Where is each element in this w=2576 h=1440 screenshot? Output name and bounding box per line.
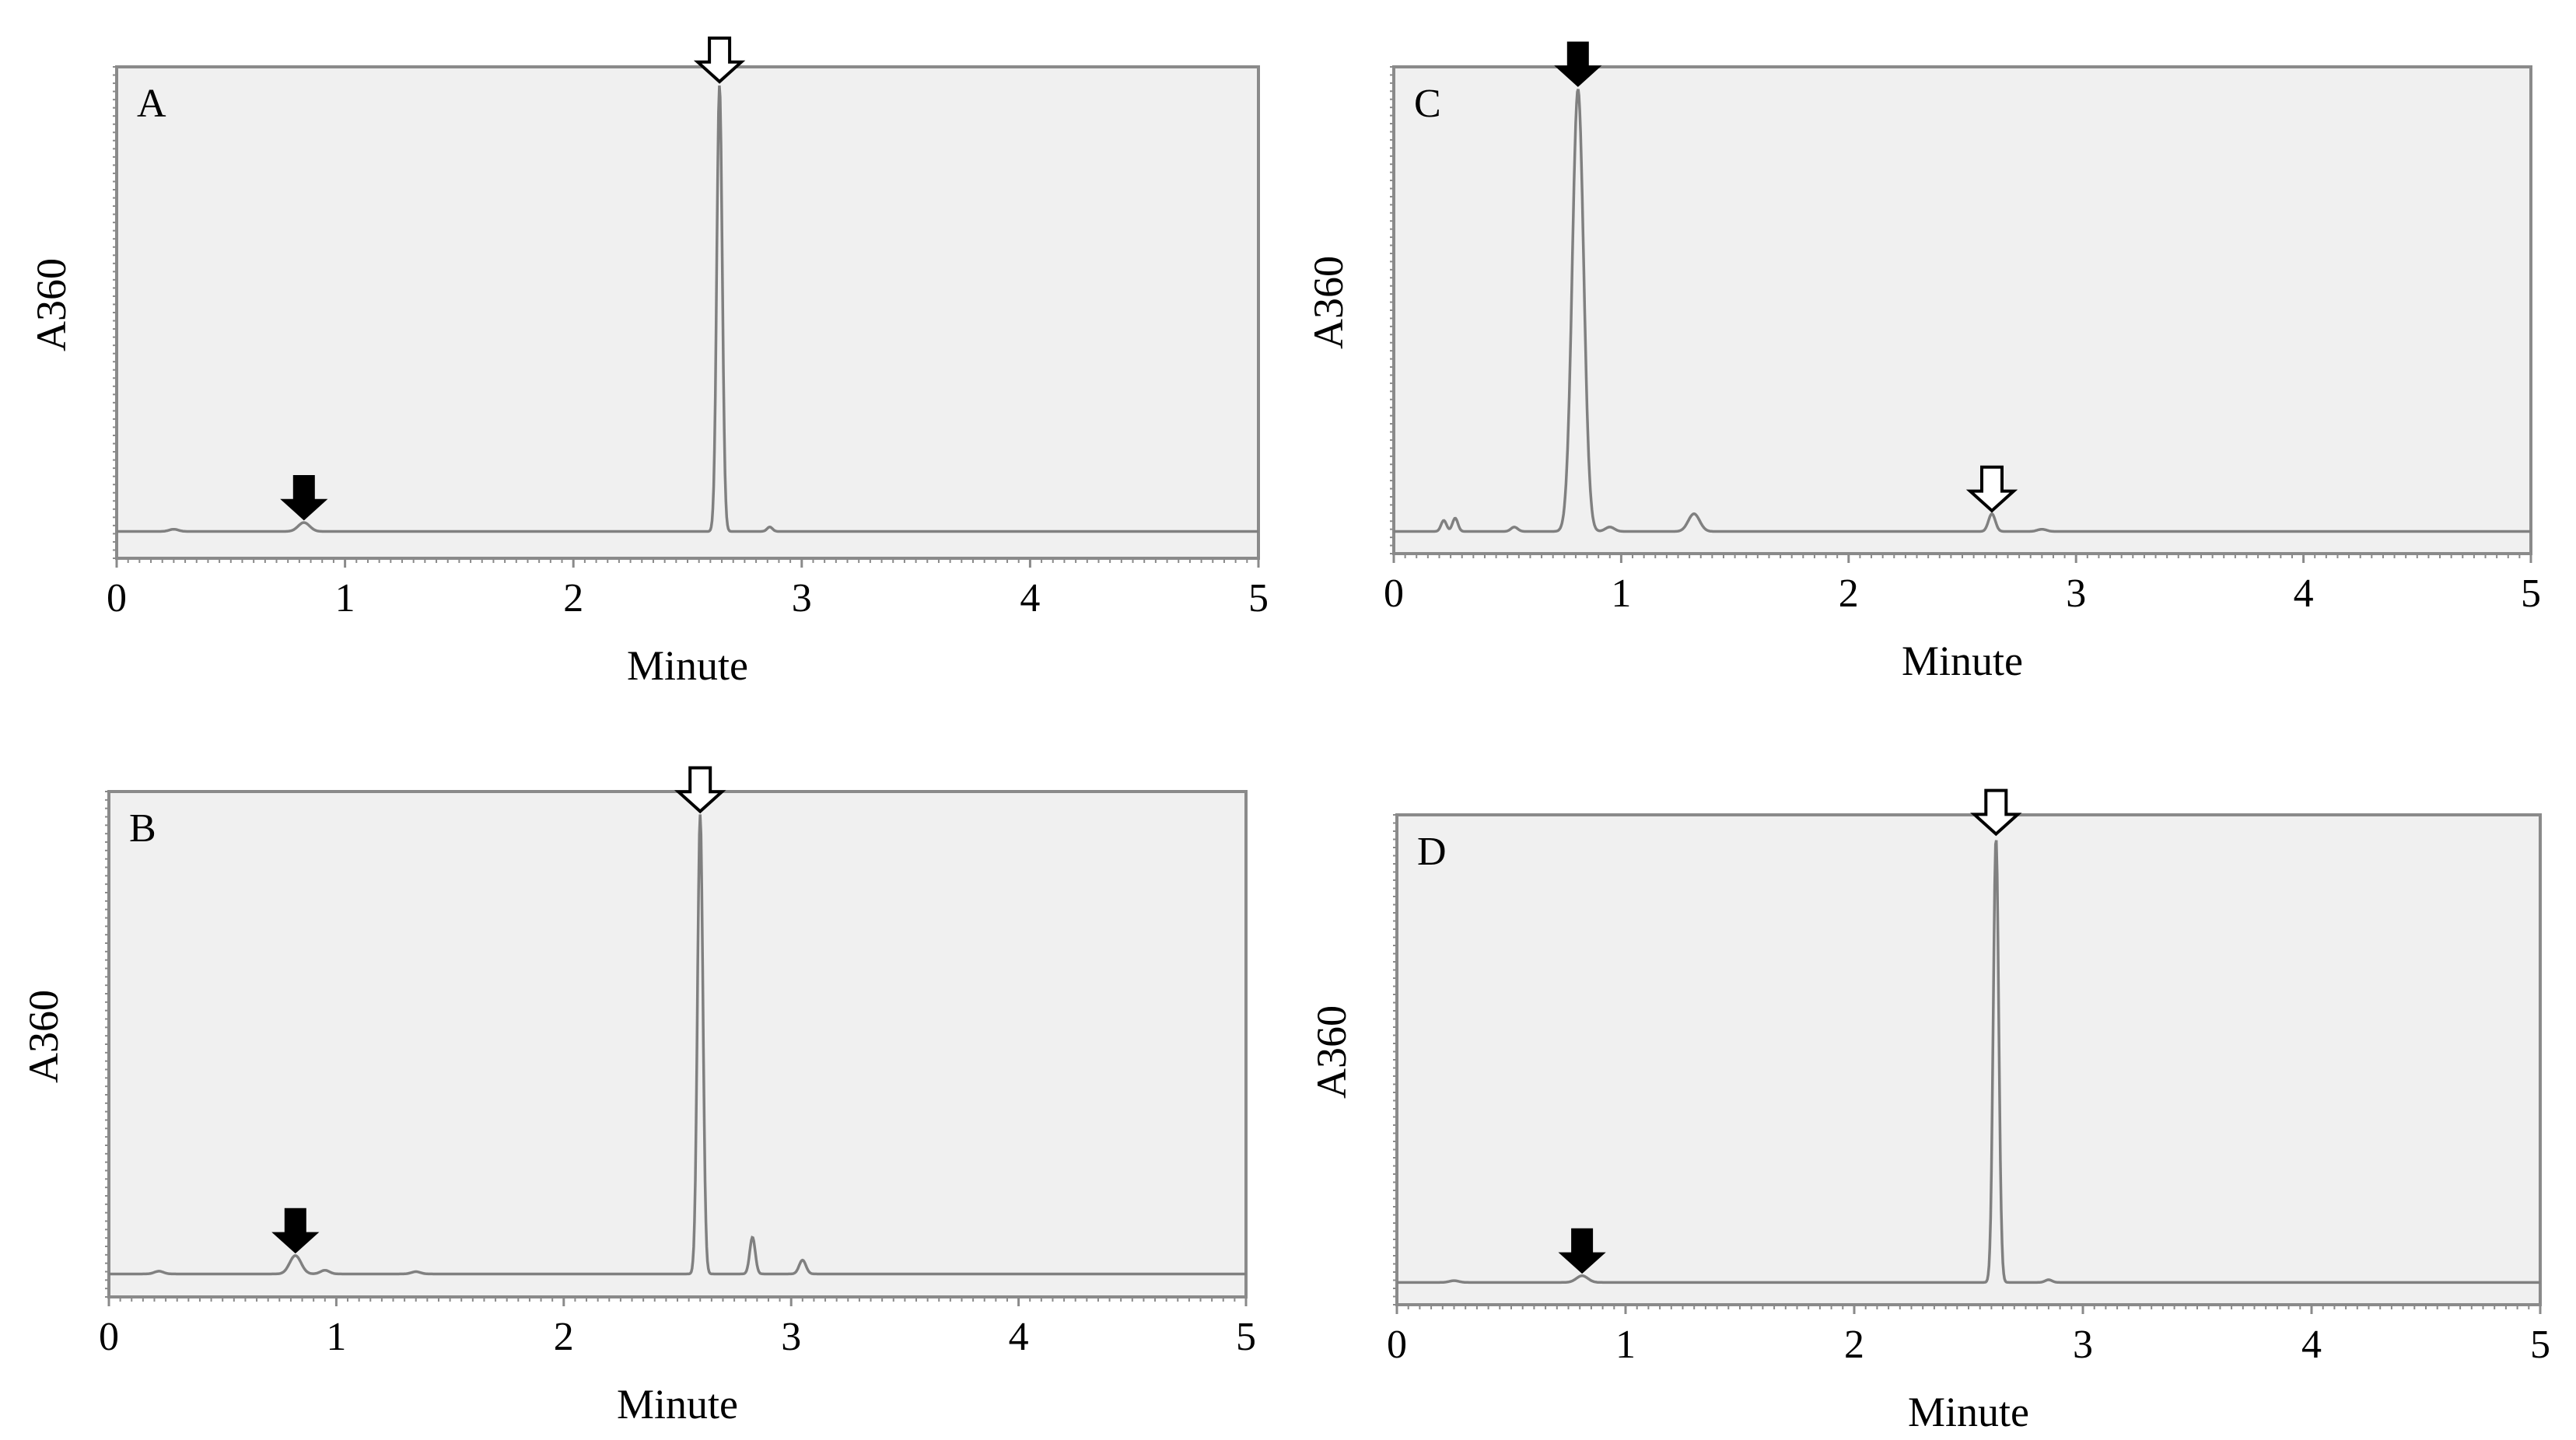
- panel-c-minor-ticks: [1393, 554, 2532, 558]
- panel-d-letter: D: [1417, 830, 1447, 874]
- panel-b-x-tick-label: 5: [1236, 1315, 1256, 1359]
- panel-b-x-tick-label: 3: [781, 1315, 801, 1359]
- panel-c-x-tick-label: 3: [2066, 571, 2086, 616]
- panel-d-plot-area: [1395, 813, 2542, 1306]
- panel-c-plot-area: [1392, 65, 2532, 555]
- panel-a-minor-ticks: [116, 558, 1259, 563]
- panel-c-x-axis-label: Minute: [1902, 638, 2023, 684]
- panel-a-x-tick-label: 0: [107, 576, 127, 620]
- panel-b-x-tick-label: 0: [99, 1315, 119, 1359]
- panel-c-x-tick-label: 5: [2521, 571, 2541, 616]
- panel-b-x-tick-label: 1: [326, 1315, 346, 1359]
- panel-c-open-arrow-icon: [1965, 465, 2018, 513]
- panel-d-minor-ticks: [1396, 1305, 2541, 1309]
- panel-a-filled-arrow-icon: [280, 475, 328, 521]
- panel-a-y-minor-ticks: [113, 66, 117, 559]
- panel-a-x-axis-label: Minute: [627, 642, 748, 689]
- panel-a: 0 1 2 3 4 5 Minute A360 A: [28, 37, 1269, 689]
- panel-c-x-tick-label: 0: [1384, 571, 1404, 616]
- panel-b-open-arrow-icon: [674, 766, 726, 814]
- panel-d-trace: [1397, 840, 2540, 1284]
- panel-d-x-tick-label: 2: [1844, 1323, 1864, 1367]
- panel-c-trace: [1394, 89, 2531, 533]
- panel-d-y-minor-ticks: [1393, 814, 1397, 1305]
- panel-b-y-minor-ticks: [105, 791, 109, 1298]
- panel-b-trace: [109, 814, 1246, 1276]
- panel-b-x-tick-label: 2: [554, 1315, 574, 1359]
- panel-c-x-tick-label: 4: [2294, 571, 2314, 616]
- panel-a-x-tick-label: 3: [792, 576, 812, 620]
- panel-a-letter: A: [137, 82, 166, 126]
- panel-c-x-tick-label: 2: [1839, 571, 1859, 616]
- panel-a-trace: [117, 85, 1258, 533]
- panel-b: 0 1 2 3 4 5 Minute A360 B: [20, 766, 1256, 1428]
- panel-c-x-tick-label: 1: [1611, 571, 1631, 616]
- panel-d-x-tick-label: 4: [2301, 1323, 2322, 1367]
- panel-b-filled-arrow-icon: [271, 1208, 320, 1254]
- panel-a-x-tick-label: 2: [563, 576, 583, 620]
- panel-d-filled-arrow-icon: [1558, 1228, 1606, 1274]
- panel-b-plot-area: [107, 790, 1248, 1298]
- panel-c-y-minor-ticks: [1390, 66, 1394, 554]
- panel-d-x-axis-label: Minute: [1908, 1389, 2029, 1435]
- panel-c-filled-arrow-icon: [1554, 41, 1602, 87]
- panel-a-x-tick-label: 4: [1020, 576, 1040, 620]
- panel-c: 0 1 2 3 4 5 Minute A360 C: [1305, 41, 2541, 684]
- panel-a-x-tick-label: 5: [1248, 576, 1269, 620]
- panel-d-open-arrow-icon: [1970, 788, 2022, 837]
- panel-d-x-tick-label: 3: [2073, 1323, 2093, 1367]
- panel-c-y-axis-label: A360: [1305, 256, 1352, 349]
- panel-d-x-tick-label: 0: [1387, 1323, 1407, 1367]
- panel-b-y-axis-label: A360: [20, 990, 67, 1083]
- panel-a-y-axis-label: A360: [28, 258, 75, 351]
- panel-b-minor-ticks: [108, 1297, 1247, 1302]
- panel-a-open-arrow-icon: [693, 37, 746, 84]
- panel-b-letter: B: [129, 806, 156, 851]
- panel-b-x-tick-label: 4: [1009, 1315, 1029, 1359]
- panel-d-x-tick-label: 1: [1615, 1323, 1636, 1367]
- panel-a-x-tick-label: 1: [335, 576, 355, 620]
- panel-a-plot-area: [115, 65, 1260, 560]
- panel-d: 0 1 2 3 4 5 Minute A360 D: [1308, 788, 2550, 1435]
- panel-d-y-axis-label: A360: [1308, 1005, 1355, 1099]
- panel-d-x-tick-label: 5: [2530, 1323, 2550, 1367]
- panel-c-letter: C: [1414, 82, 1441, 126]
- panel-b-x-axis-label: Minute: [617, 1381, 738, 1428]
